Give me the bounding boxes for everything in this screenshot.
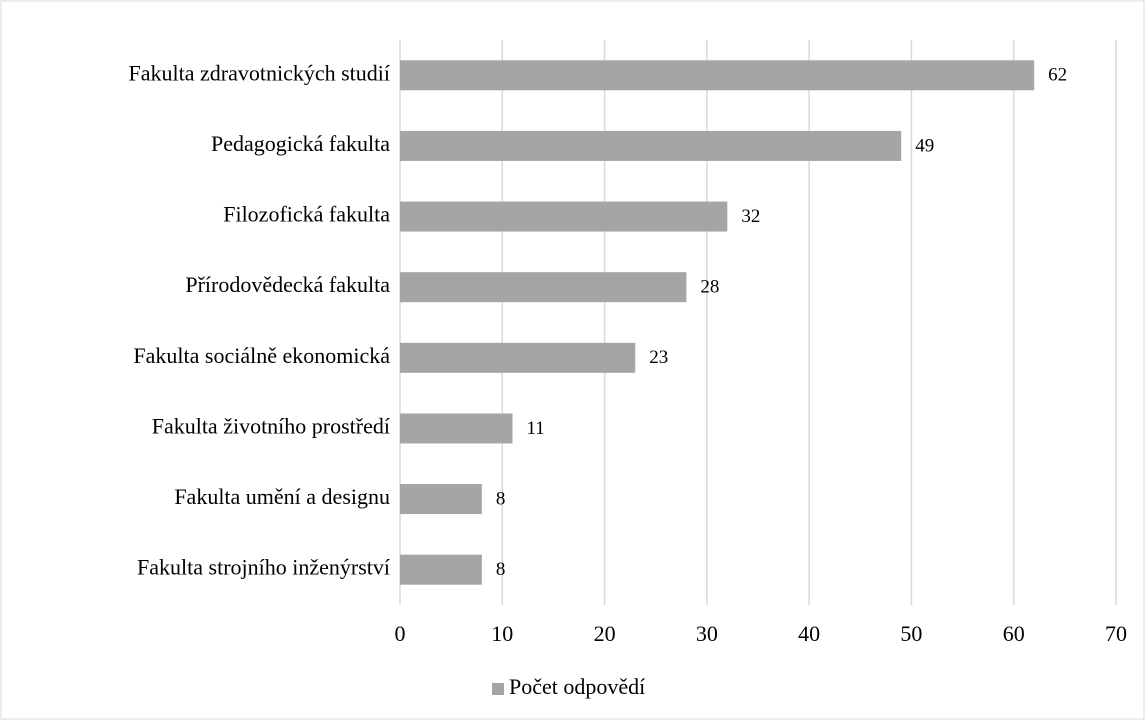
data-label: 32 <box>741 206 760 227</box>
bar <box>400 413 513 444</box>
x-tick-label: 0 <box>395 621 406 646</box>
bar <box>400 272 687 303</box>
legend-label: Počet odpovědí <box>509 674 645 699</box>
y-tick-label: Fakulta sociálně ekonomická <box>133 343 390 368</box>
bar <box>400 201 728 232</box>
bar <box>400 342 636 373</box>
x-tick-label: 40 <box>798 621 820 646</box>
data-label: 49 <box>915 135 934 156</box>
y-tick-label: Fakulta umění a designu <box>174 484 390 509</box>
data-label: 28 <box>700 277 719 298</box>
x-tick-label: 30 <box>696 621 718 646</box>
data-label: 8 <box>496 559 506 580</box>
y-tick-label: Pedagogická fakulta <box>211 131 390 156</box>
data-label: 8 <box>496 488 506 509</box>
y-tick-label: Filozofická fakulta <box>223 202 390 227</box>
x-tick-label: 70 <box>1105 621 1127 646</box>
x-tick-label: 10 <box>491 621 513 646</box>
legend-swatch <box>492 683 504 695</box>
x-tick-label: 20 <box>594 621 616 646</box>
y-tick-label: Fakulta strojního inženýrství <box>137 555 390 580</box>
x-tick-label: 50 <box>900 621 922 646</box>
x-tick-label: 60 <box>1003 621 1025 646</box>
data-label: 11 <box>527 418 545 439</box>
bar <box>400 130 902 161</box>
bar <box>400 554 482 585</box>
data-label: 62 <box>1048 65 1067 86</box>
bar <box>400 60 1035 91</box>
data-label: 23 <box>649 347 668 368</box>
y-tick-label: Přírodovědecká fakulta <box>185 272 390 297</box>
bar <box>400 484 482 515</box>
y-tick-label: Fakulta životního prostředí <box>152 413 390 438</box>
y-tick-label: Fakulta zdravotnických studií <box>129 60 391 85</box>
